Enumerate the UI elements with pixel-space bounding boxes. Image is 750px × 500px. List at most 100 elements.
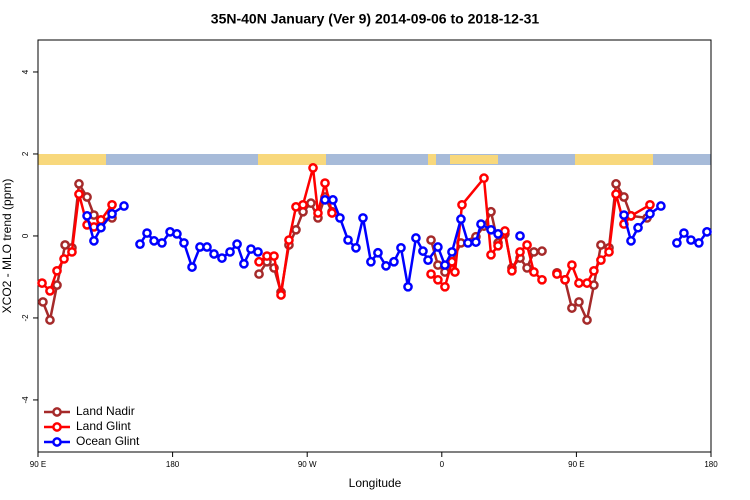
point xyxy=(476,219,486,229)
point xyxy=(411,233,421,243)
point xyxy=(306,198,316,209)
point xyxy=(611,189,621,199)
point xyxy=(284,235,294,245)
point xyxy=(308,163,318,173)
point xyxy=(52,280,62,291)
point xyxy=(253,247,263,257)
x-tick-label: 180 xyxy=(166,460,180,469)
point xyxy=(574,297,584,307)
point xyxy=(366,256,376,267)
point xyxy=(522,263,532,273)
point xyxy=(596,240,606,250)
land-band xyxy=(428,154,436,165)
point xyxy=(320,195,330,205)
point xyxy=(82,211,92,221)
point xyxy=(327,208,337,218)
point xyxy=(209,249,219,259)
point xyxy=(537,274,547,285)
legend-label: Land Nadir xyxy=(76,404,135,418)
point xyxy=(38,297,48,307)
point xyxy=(52,265,62,276)
y-axis-label: XCO2 - MLO trend (ppm) xyxy=(0,179,14,314)
point xyxy=(37,278,47,288)
point xyxy=(202,242,212,252)
point xyxy=(457,199,467,210)
point xyxy=(619,192,629,202)
point xyxy=(96,222,106,233)
point xyxy=(320,178,330,188)
point xyxy=(107,208,117,219)
point xyxy=(396,242,406,253)
point xyxy=(493,240,503,251)
point xyxy=(507,265,517,276)
point xyxy=(313,208,323,218)
point xyxy=(515,231,525,241)
point xyxy=(74,189,84,199)
point xyxy=(515,247,525,257)
point xyxy=(142,228,152,238)
y-tick-label: 0 xyxy=(21,233,30,238)
point xyxy=(493,229,503,239)
point xyxy=(59,254,69,264)
point xyxy=(656,201,666,211)
point xyxy=(239,258,249,269)
point xyxy=(694,238,704,248)
y-tick-label: -2 xyxy=(21,314,30,322)
legend-marker xyxy=(52,422,62,432)
point xyxy=(418,246,428,256)
point xyxy=(89,236,99,246)
point xyxy=(529,267,539,277)
point xyxy=(589,265,599,276)
map-band xyxy=(38,154,711,165)
legend-label: Ocean Glint xyxy=(76,434,140,448)
point xyxy=(254,269,264,279)
legend-marker xyxy=(52,407,62,417)
point xyxy=(67,247,77,257)
point xyxy=(471,237,481,247)
point xyxy=(633,222,643,233)
point xyxy=(567,303,577,313)
point xyxy=(403,281,413,292)
point xyxy=(45,315,55,325)
point xyxy=(107,199,117,210)
point xyxy=(486,224,496,235)
point xyxy=(119,201,129,211)
point xyxy=(426,269,436,279)
point xyxy=(582,315,592,325)
point xyxy=(702,227,712,237)
point xyxy=(537,246,547,256)
point xyxy=(567,260,577,270)
x-tick-label: 90 E xyxy=(568,460,584,469)
legend-label: Land Glint xyxy=(76,419,131,433)
point xyxy=(522,240,532,250)
point xyxy=(433,274,443,285)
x-tick-label: 0 xyxy=(440,460,445,469)
point xyxy=(172,229,182,239)
x-tick-label: 90 W xyxy=(298,460,317,469)
point xyxy=(373,247,383,258)
point xyxy=(440,281,450,292)
point xyxy=(574,278,584,288)
point xyxy=(672,238,682,248)
y-tick-label: 4 xyxy=(21,69,30,74)
point xyxy=(225,247,235,257)
point xyxy=(426,235,436,245)
land-band xyxy=(38,154,106,165)
point xyxy=(596,255,606,265)
point xyxy=(232,239,242,250)
point xyxy=(463,238,473,248)
chart-title: 35N-40N January (Ver 9) 2014-09-06 to 20… xyxy=(211,11,540,27)
y-tick-label: -4 xyxy=(21,396,30,404)
series-line xyxy=(41,180,648,325)
x-tick-label: 90 E xyxy=(30,460,46,469)
point xyxy=(269,251,279,261)
point xyxy=(82,192,92,202)
land-band xyxy=(450,155,498,164)
point xyxy=(187,262,197,272)
point xyxy=(529,247,539,257)
point xyxy=(479,173,489,184)
point xyxy=(381,261,391,271)
point xyxy=(423,255,433,265)
